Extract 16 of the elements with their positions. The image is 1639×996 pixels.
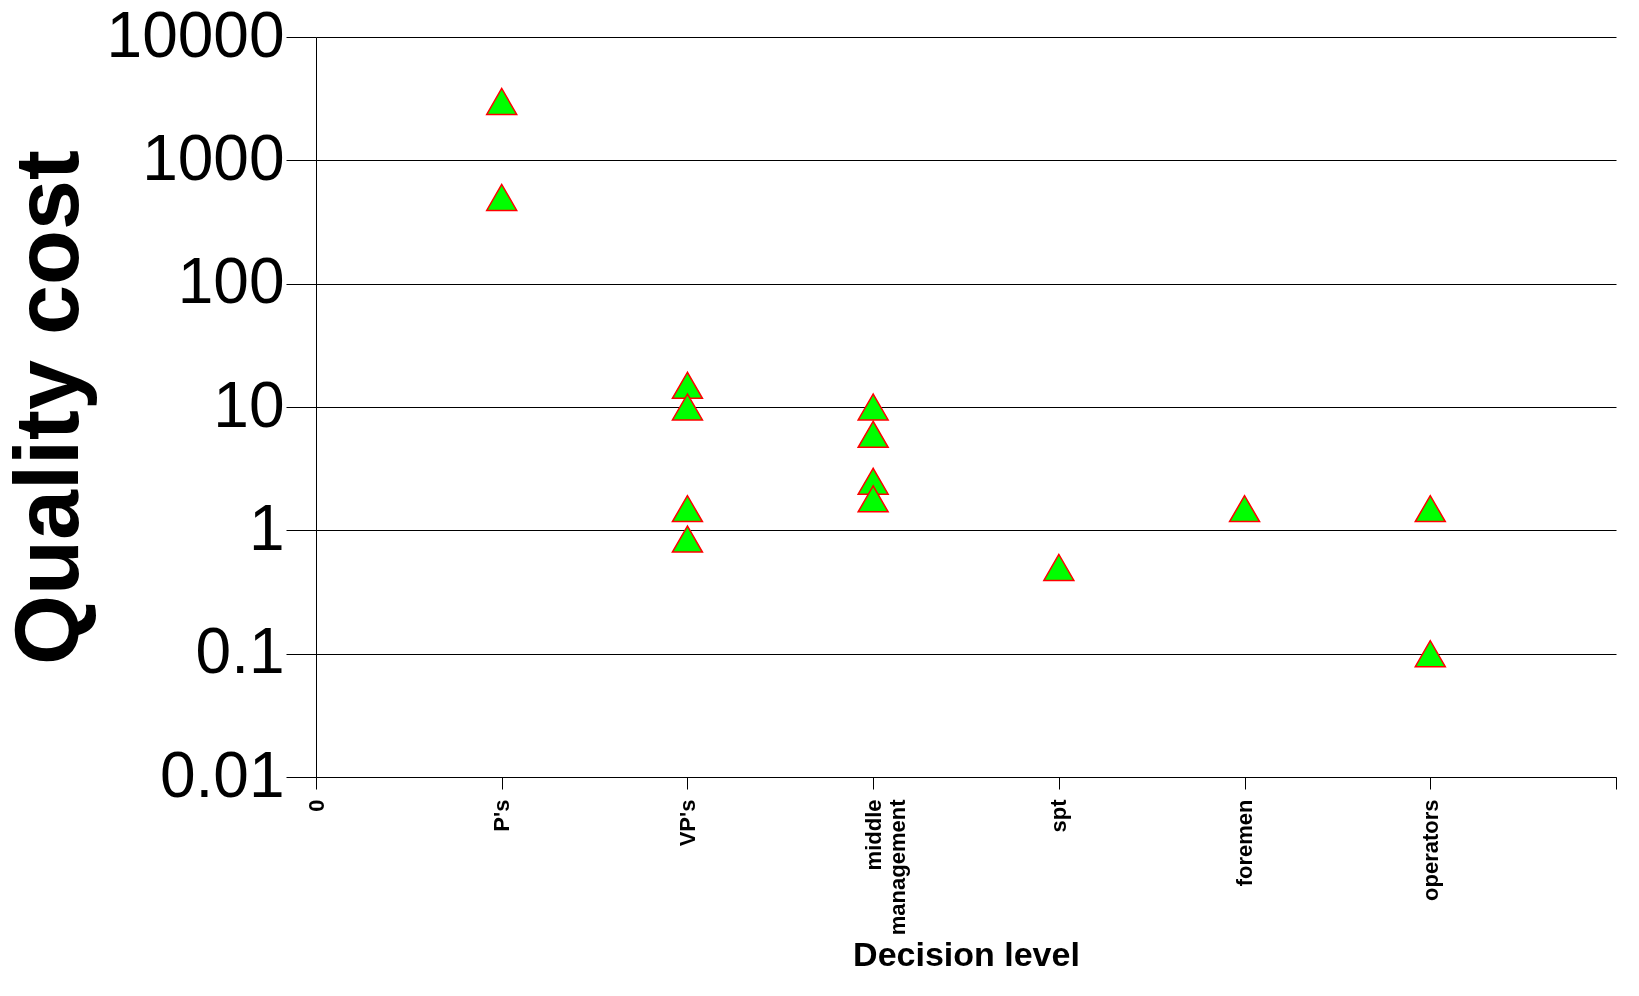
x-tick-label: P's: [489, 799, 515, 832]
y-tick-label: 0.1: [195, 615, 285, 688]
y-tick-label: 100: [177, 245, 285, 318]
y-tick-label: 10: [213, 368, 285, 441]
x-tick-label: operators: [1417, 799, 1443, 901]
y-tick-label: 10000: [106, 0, 285, 71]
x-tick-label: foremen: [1232, 799, 1258, 887]
y-tick-label: 0.01: [159, 738, 285, 811]
x-axis-title: Decision level: [853, 935, 1080, 974]
x-tick-label: middle management: [860, 798, 910, 936]
x-tick-label: spt: [1046, 798, 1072, 833]
x-tick-label: 0: [303, 799, 329, 812]
y-tick-label: 1: [248, 491, 285, 564]
x-tick-label: VP's: [674, 799, 700, 847]
y-tick-label: 1000: [142, 121, 285, 194]
y-axis-title: Quality cost: [0, 149, 97, 666]
